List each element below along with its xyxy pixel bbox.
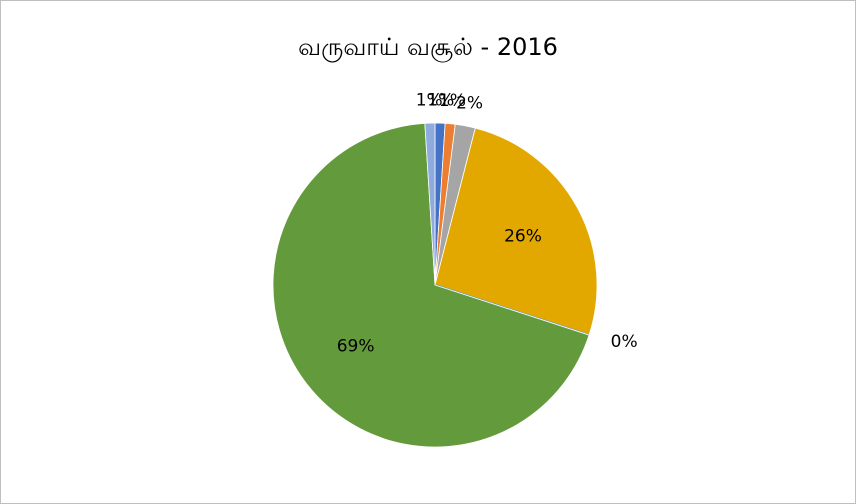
- data-label: 26%: [504, 227, 542, 247]
- data-label: 0%: [611, 332, 638, 352]
- data-label: 2%: [456, 94, 483, 114]
- pie-slice: [424, 122, 436, 286]
- data-label: 1%: [439, 91, 466, 111]
- pie-slice: [272, 122, 590, 448]
- chart-title: வருவாய் வசூல் - 2016: [298, 33, 558, 63]
- pie-slice: [434, 127, 598, 336]
- data-label: 1%: [427, 90, 454, 110]
- data-label: 1%: [416, 90, 443, 110]
- data-label: 69%: [337, 337, 375, 357]
